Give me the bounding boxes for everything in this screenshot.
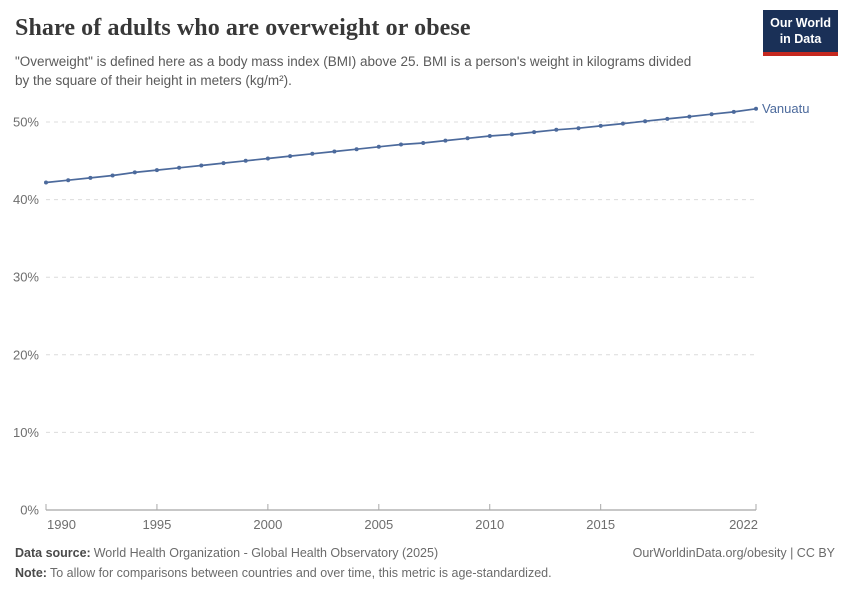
svg-text:20%: 20% — [13, 347, 39, 362]
note-row: Note: To allow for comparisons between co… — [15, 566, 835, 580]
svg-text:1990: 1990 — [47, 517, 76, 532]
svg-text:40%: 40% — [13, 192, 39, 207]
svg-text:1995: 1995 — [142, 517, 171, 532]
owid-logo-line2: in Data — [779, 31, 822, 46]
svg-text:2000: 2000 — [253, 517, 282, 532]
note-value: To allow for comparisons between countri… — [49, 566, 552, 580]
svg-text:30%: 30% — [13, 270, 39, 285]
note-label: Note: — [15, 566, 47, 580]
series-label: Vanuatu — [762, 100, 810, 116]
owid-logo-line1: Our World — [770, 16, 831, 30]
svg-text:2022: 2022 — [729, 517, 758, 532]
chart-header: Share of adults who are overweight or ob… — [15, 14, 755, 91]
svg-text:2005: 2005 — [364, 517, 393, 532]
svg-text:2015: 2015 — [586, 517, 615, 532]
data-source-label: Data source: — [15, 546, 91, 560]
owid-logo: Our World in Data — [763, 10, 838, 57]
data-source-value: World Health Organization - Global Healt… — [93, 546, 439, 560]
svg-text:2010: 2010 — [475, 517, 504, 532]
svg-text:0%: 0% — [20, 503, 39, 518]
chart-footer: Data source: World Health Organization - … — [15, 546, 835, 580]
chart-subtitle: "Overweight" is defined here as a body m… — [15, 53, 692, 89]
license-text: OurWorldinData.org/obesity | CC BY — [632, 546, 835, 560]
svg-text:50%: 50% — [13, 115, 39, 130]
page-title: Share of adults who are overweight or ob… — [15, 15, 471, 41]
data-source: Data source: World Health Organization - … — [15, 546, 438, 560]
svg-text:10%: 10% — [13, 425, 39, 440]
